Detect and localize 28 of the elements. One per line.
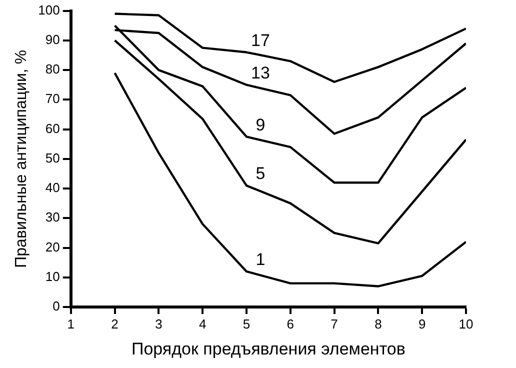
series-label: 1	[256, 250, 266, 270]
y-tick-label: 20	[45, 239, 60, 254]
y-tick-label: 100	[38, 2, 60, 18]
y-tick-label: 10	[45, 268, 60, 284]
y-tick-label: 50	[45, 150, 60, 166]
x-axis-title: Порядок предъявления элементов	[131, 339, 406, 358]
y-tick-label: 60	[45, 120, 60, 136]
x-tick-label: 1	[67, 316, 75, 332]
series-label: 9	[256, 115, 266, 134]
y-tick-label: 30	[45, 210, 60, 225]
y-tick-label: 70	[45, 91, 60, 106]
x-tick-label: 4	[198, 316, 206, 332]
x-tick-label: 3	[155, 316, 162, 332]
series-label: 17	[251, 30, 270, 50]
y-tick-label: 80	[45, 62, 60, 77]
x-tick-label: 7	[330, 316, 338, 332]
x-tick-label: 10	[458, 316, 474, 332]
series-label: 5	[256, 164, 266, 184]
series-label: 13	[251, 64, 270, 83]
y-tick-label: 90	[45, 32, 60, 47]
y-axis-title: Правильные антиципации, %	[13, 50, 30, 268]
x-tick-label: 8	[374, 316, 382, 332]
y-tick-label: 40	[45, 180, 60, 196]
x-tick-label: 6	[286, 316, 294, 332]
x-tick-label: 2	[111, 316, 118, 332]
x-tick-label: 9	[418, 316, 426, 332]
y-tick-label: 0	[52, 298, 60, 314]
x-tick-label: 5	[242, 316, 250, 332]
